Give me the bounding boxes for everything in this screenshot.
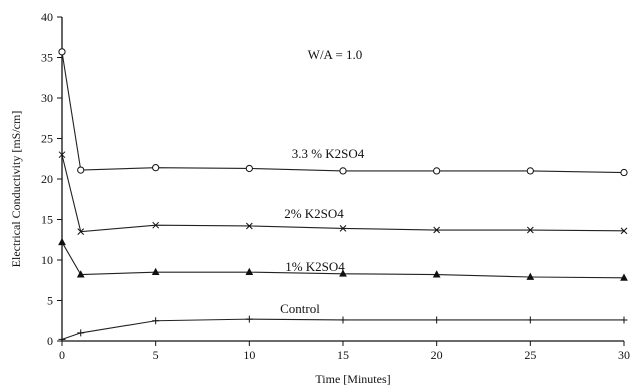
data-point-x [58, 151, 66, 159]
y-tick-label: 25 [41, 132, 53, 146]
data-point-triangle [432, 270, 441, 278]
x-tick-label: 25 [524, 348, 536, 362]
data-point-x [526, 226, 534, 234]
data-point-circle [245, 164, 253, 173]
y-tick-label: 10 [41, 253, 53, 267]
data-point-plus [620, 316, 628, 324]
data-point-plus [339, 316, 347, 324]
data-point-plus [152, 317, 160, 325]
data-point-triangle [526, 272, 535, 280]
data-point-x [77, 228, 85, 236]
y-tick-label: 40 [41, 10, 53, 24]
data-point-triangle [151, 267, 160, 276]
data-point-plus [58, 335, 66, 343]
series-circle [58, 48, 628, 177]
y-tick-label: 20 [41, 172, 53, 186]
series-label: 2% K2SO4 [284, 206, 344, 221]
data-point-plus [77, 329, 85, 337]
x-tick-label: 10 [243, 348, 255, 362]
data-point-circle [526, 167, 534, 175]
y-tick-label: 5 [47, 294, 53, 308]
data-point-circle [339, 167, 347, 175]
labels-layer: W/A = 1.0 3.3 % K2SO4 2% K2SO4 1% K2SO4 Cont… [280, 47, 365, 316]
data-point-x [152, 221, 160, 229]
data-point-triangle [58, 237, 66, 246]
data-point-plus [245, 315, 253, 323]
annotation-wa: W/A = 1.0 [308, 47, 363, 62]
y-tick-label: 15 [41, 213, 53, 227]
data-point-x [620, 227, 628, 235]
data-point-x [245, 222, 253, 230]
series-label: Control [280, 301, 320, 316]
data-point-x [339, 225, 347, 232]
x-tick-label: 30 [618, 348, 630, 362]
series-triangle [58, 237, 628, 281]
series-line [61, 318, 624, 340]
series-line [61, 154, 625, 233]
series-layer [58, 48, 628, 343]
y-axis-title: Electrical Conductivity [mS/cm] [9, 111, 23, 268]
data-point-circle [152, 164, 160, 172]
series-x [58, 151, 628, 236]
y-tick-label: 30 [41, 91, 53, 105]
x-tick-label: 15 [337, 348, 349, 362]
data-point-triangle [339, 269, 347, 277]
series-line [61, 241, 625, 279]
series-label: 1% K2SO4 [285, 259, 345, 274]
data-point-triangle [620, 273, 628, 281]
x-tick-label: 20 [431, 348, 443, 362]
data-point-circle [58, 48, 66, 56]
data-point-circle [620, 168, 628, 177]
x-axis-title: Time [Minutes] [315, 372, 390, 385]
y-tick-label: 0 [47, 334, 53, 348]
x-tick-label: 5 [153, 348, 159, 362]
axes: 0 5 10 15 20 25 30 35 40 0 5 10 15 20 25 30 Time [Minute… [9, 10, 630, 385]
data-point-plus [526, 316, 534, 324]
data-point-circle [77, 166, 85, 174]
data-point-circle [433, 167, 441, 175]
data-point-triangle [76, 270, 85, 278]
y-tick-label: 35 [41, 51, 53, 65]
series-label: 3.3 % K2SO4 [292, 146, 365, 161]
series-line [61, 51, 625, 174]
series-plus [58, 315, 628, 343]
data-point-plus [433, 316, 441, 324]
data-point-x [433, 226, 441, 234]
data-point-triangle [245, 267, 254, 276]
x-tick-label: 0 [59, 348, 65, 362]
